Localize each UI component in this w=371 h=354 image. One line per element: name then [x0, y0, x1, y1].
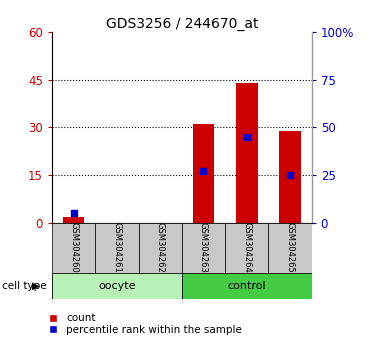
Bar	[52, 273, 182, 299]
Bar	[236, 83, 257, 223]
Text: GSM304261: GSM304261	[112, 222, 121, 273]
Point	[70, 211, 76, 216]
Bar	[225, 223, 268, 273]
Bar	[52, 223, 95, 273]
Point	[200, 169, 206, 174]
Text: cell type: cell type	[2, 281, 46, 291]
Bar	[182, 273, 312, 299]
Text: oocyte: oocyte	[98, 281, 136, 291]
Text: GSM304260: GSM304260	[69, 222, 78, 273]
Point	[244, 134, 250, 140]
Bar	[268, 223, 312, 273]
Bar	[138, 223, 182, 273]
Text: control: control	[227, 281, 266, 291]
Point	[287, 172, 293, 178]
Legend: count, percentile rank within the sample: count, percentile rank within the sample	[42, 313, 242, 335]
Title: GDS3256 / 244670_at: GDS3256 / 244670_at	[105, 17, 258, 31]
Text: GSM304264: GSM304264	[242, 222, 251, 273]
Text: GSM304265: GSM304265	[286, 222, 295, 273]
Bar	[63, 217, 85, 223]
Text: ▶: ▶	[32, 281, 40, 291]
Text: GSM304262: GSM304262	[156, 222, 165, 273]
Bar	[193, 124, 214, 223]
Bar	[279, 131, 301, 223]
Text: GSM304263: GSM304263	[199, 222, 208, 273]
Bar	[182, 223, 225, 273]
Bar	[95, 223, 138, 273]
